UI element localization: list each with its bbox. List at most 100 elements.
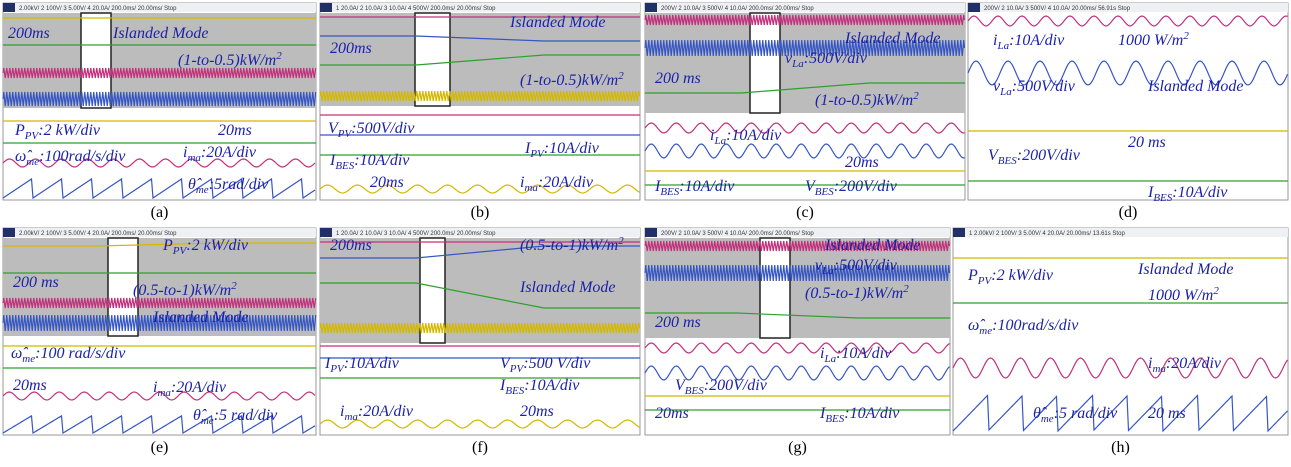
panel-caption: (c): [796, 204, 814, 221]
annotation-part: :20A/div: [538, 174, 594, 191]
annotation-part: Islanded Mode: [509, 14, 606, 31]
annotation: (1-to-0.5)kW/m2: [815, 90, 919, 109]
annotation-part: Islanded Mode: [824, 237, 921, 254]
annotation: 20ms: [655, 405, 689, 422]
annotation-part: :5rad/div: [209, 176, 269, 193]
annotation-part: :5 rad/div: [1054, 405, 1118, 422]
annotation-part: BES: [1153, 192, 1172, 204]
annotation-part: :20A/div: [201, 144, 257, 161]
annotation-part: ma: [344, 411, 358, 423]
annotation-part: (1-to-0.5)kW/m: [815, 92, 913, 109]
annotation: 200 ms: [655, 314, 701, 331]
figure: 2.00kV/ 2 100V/ 3 5.00V/ 4 20.0A/ 200.0m…: [0, 0, 1291, 467]
annotation-part: :500V/div: [1012, 78, 1076, 95]
annotation: 20ms: [520, 403, 554, 420]
annotation-part: :10A/div: [1009, 32, 1065, 49]
annotation-part: PV: [172, 245, 188, 257]
annotation-part: 200ms: [8, 25, 50, 42]
annotation-part: :200V/div: [834, 178, 898, 195]
annotation-part: :500 V/div: [523, 355, 591, 372]
annotation-part: PV: [529, 148, 545, 160]
annotation-part: :20A/div: [1166, 355, 1222, 372]
annotation-part: :10A/div: [544, 140, 600, 157]
annotation-part: BES: [660, 186, 679, 198]
annotation-part: 2: [913, 90, 919, 102]
annotation-part: :20A/div: [358, 403, 414, 420]
annotation: (0.5-to-1)kW/m2: [805, 283, 909, 302]
annotation-part: :20A/div: [171, 379, 227, 396]
scope-header-text: 1 20.0A/ 2 10.0A/ 3 10.0A/ 4 500V/ 200.0…: [336, 6, 496, 12]
annotation: 20ms: [370, 174, 404, 191]
annotation-part: BES: [998, 155, 1017, 167]
annotation-part: La: [996, 40, 1009, 52]
annotation: Islanded Mode: [152, 309, 249, 326]
annotation: 200 ms: [655, 70, 701, 87]
annotation: Islanded Mode: [1137, 261, 1234, 278]
zoom-window: [760, 238, 790, 338]
annotation-part: P: [162, 237, 173, 254]
annotation-part: 20ms: [845, 154, 879, 171]
scope-panel: 2.00kV/ 2 100V/ 3 5.00V/ 4 20.0A/ 200.0m…: [3, 228, 316, 435]
annotation-part: Islanded Mode: [519, 279, 616, 296]
annotation-part: 20ms: [13, 377, 47, 394]
annotation: 20 ms: [1128, 134, 1166, 151]
annotation-part: :10A/div: [844, 405, 900, 422]
annotation-part: Islanded Mode: [1137, 261, 1234, 278]
annotation-part: PV: [24, 130, 40, 142]
annotation: (1-to-0.5)kW/m2: [178, 50, 282, 69]
scope-header-text: 2.00kV/ 2 100V/ 3 5.00V/ 4 20.0A/ 200.0m…: [19, 231, 177, 237]
annotation-part: me: [201, 415, 214, 427]
annotation-part: BES: [825, 413, 844, 425]
annotation-part: :100rad/s/div: [39, 148, 126, 165]
annotation-part: BES: [685, 385, 704, 397]
annotation-part: :2 kW/div: [991, 267, 1054, 284]
annotation-part: :2 kW/div: [186, 237, 249, 254]
annotation-part: :200V/div: [704, 377, 768, 394]
annotation-part: Islanded Mode: [112, 25, 209, 42]
annotation-part: 2: [276, 50, 282, 62]
annotation-part: 200 ms: [655, 70, 701, 87]
annotation-part: me: [26, 156, 39, 168]
scope-logo: [3, 3, 15, 12]
annotation: 20ms: [13, 377, 47, 394]
annotation: 20 ms: [1148, 405, 1186, 422]
annotation-part: me: [22, 353, 35, 365]
scope-logo: [968, 3, 980, 12]
annotation: 1000 W/m2: [1118, 30, 1189, 49]
annotation-part: 200 ms: [13, 274, 59, 291]
annotation-part: ma: [187, 152, 201, 164]
scope-header-text: 1 2.00kV/ 2 100V/ 3 5.00V/ 4 20.0A/ 20.0…: [969, 231, 1125, 237]
annotation-part: ma: [157, 387, 171, 399]
annotation-part: 2: [1213, 285, 1219, 297]
scope-panel: 200V/ 2 10.0A/ 3 500V/ 4 10.0A/ 200.0ms/…: [645, 3, 965, 200]
annotation-part: :100 rad/s/div: [35, 345, 126, 362]
annotation: 200ms: [8, 25, 50, 42]
annotation-part: PV: [977, 275, 993, 287]
annotation-part: 2: [903, 283, 909, 295]
annotation-part: 20ms: [218, 122, 252, 139]
annotation-part: P: [14, 122, 25, 139]
page: 2.00kV/ 2 100V/ 3 5.00V/ 4 20.0A/ 200.0m…: [0, 0, 1291, 467]
annotation: 1000 W/m2: [1148, 285, 1219, 304]
annotation: 200ms: [330, 40, 372, 57]
panel-caption: (b): [471, 204, 490, 221]
annotation-part: 2: [1183, 30, 1189, 42]
annotation: 200ms: [330, 237, 372, 254]
annotation: Islanded Mode: [519, 279, 616, 296]
annotation-part: La: [999, 86, 1012, 98]
panel-caption: (g): [788, 439, 807, 456]
annotation: 20ms: [845, 154, 879, 171]
annotation-part: :10A/div: [679, 178, 735, 195]
scope-panel: 200V/ 2 10.0A/ 3 500V/ 4 10.0A/ 20.00ms/…: [968, 3, 1288, 204]
annotation: 20ms: [218, 122, 252, 139]
scope-panel: 200V/ 2 10.0A/ 3 500V/ 4 10.0A/ 200.0ms/…: [645, 228, 950, 435]
scope-logo: [953, 228, 965, 237]
annotation-part: :10A/div: [524, 377, 580, 394]
annotation: (0.5-to-1)kW/m2: [520, 235, 624, 254]
scope-panel: 2.00kV/ 2 100V/ 3 5.00V/ 4 20.0A/ 200.0m…: [3, 3, 316, 200]
scope-logo: [3, 228, 15, 237]
annotation-part: (1-to-0.5)kW/m: [178, 52, 276, 69]
annotation-part: 20ms: [520, 403, 554, 420]
annotation-part: me: [196, 184, 209, 196]
scope-header-text: 200V/ 2 10.0A/ 3 500V/ 4 10.0A/ 20.00ms/…: [984, 6, 1131, 12]
